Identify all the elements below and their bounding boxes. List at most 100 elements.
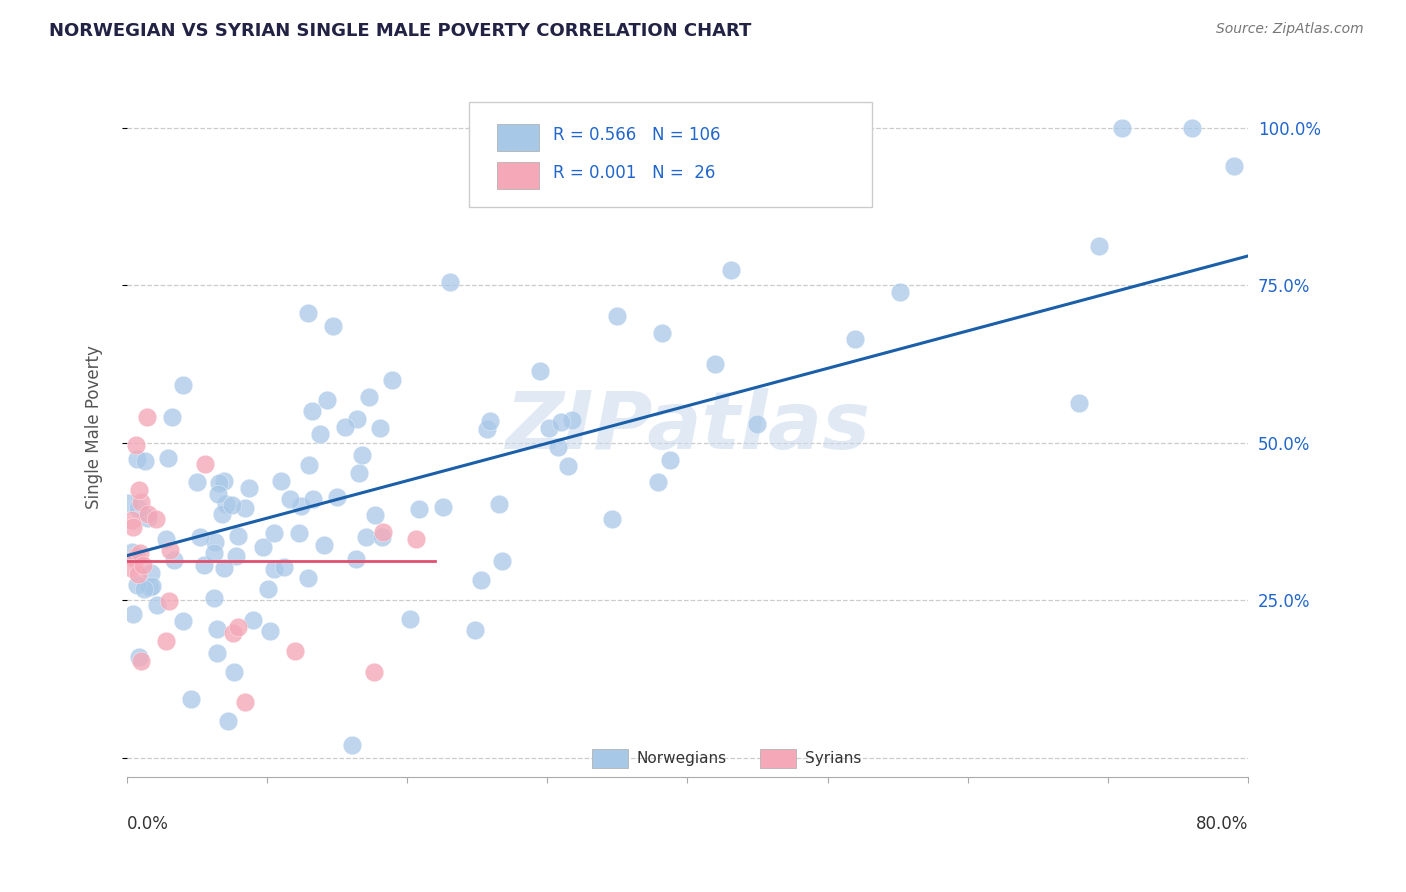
Point [273, 559, 295, 574]
Point [233, 695, 256, 709]
Point [128, 483, 150, 497]
Point [128, 650, 150, 665]
Point [302, 491, 325, 506]
Point [242, 613, 264, 627]
Point [212, 560, 235, 574]
Point [354, 530, 377, 544]
Point [172, 615, 194, 629]
Bar [592, 748, 628, 768]
Y-axis label: Single Male Poverty: Single Male Poverty [86, 345, 103, 509]
Point [364, 508, 387, 522]
Point [129, 494, 152, 508]
Point [316, 392, 339, 407]
Point [297, 571, 319, 585]
Point [350, 449, 373, 463]
Point [368, 421, 391, 435]
Text: 80.0%: 80.0% [1195, 815, 1249, 833]
Point [288, 526, 311, 541]
Point [263, 562, 285, 576]
Point [333, 420, 356, 434]
Point [651, 326, 673, 341]
Point [188, 530, 211, 544]
Text: 0.0%: 0.0% [127, 815, 169, 833]
Point [488, 497, 510, 511]
Point [136, 410, 159, 425]
Point [647, 475, 669, 489]
Point [155, 532, 177, 546]
Point [284, 643, 307, 657]
Point [221, 498, 243, 512]
Point [136, 510, 159, 524]
Point [408, 502, 430, 516]
Point [1181, 120, 1204, 135]
Point [205, 622, 228, 636]
Point [538, 421, 561, 435]
Point [889, 285, 911, 299]
Point [122, 607, 145, 622]
Point [346, 412, 368, 426]
Point [263, 525, 285, 540]
Point [479, 414, 502, 428]
Point [270, 474, 292, 488]
Point [162, 553, 184, 567]
Point [139, 566, 162, 581]
Point [363, 665, 385, 680]
Text: ZIPatlas: ZIPatlas [505, 388, 870, 466]
Point [561, 413, 583, 427]
Bar [496, 124, 540, 151]
Bar [761, 748, 796, 768]
Point [347, 466, 370, 480]
Point [211, 507, 233, 521]
Point [157, 593, 180, 607]
Point [128, 546, 150, 560]
Point [122, 519, 145, 533]
Point [405, 533, 427, 547]
Point [117, 496, 139, 510]
Point [121, 513, 143, 527]
Point [600, 511, 623, 525]
Point [131, 655, 153, 669]
Point [344, 552, 367, 566]
Point [659, 452, 682, 467]
Point [1088, 239, 1111, 253]
Point [141, 579, 163, 593]
Point [228, 620, 250, 634]
Point [215, 497, 238, 511]
Point [225, 549, 247, 563]
Point [146, 598, 169, 612]
Point [125, 451, 148, 466]
Point [204, 534, 226, 549]
Point [134, 454, 156, 468]
Point [180, 692, 202, 706]
Point [326, 490, 349, 504]
Point [127, 578, 149, 592]
Point [464, 623, 486, 637]
Point [159, 543, 181, 558]
Point [720, 263, 742, 277]
Point [322, 319, 344, 334]
Point [547, 440, 569, 454]
Point [439, 275, 461, 289]
Point [308, 427, 330, 442]
Point [193, 558, 215, 572]
Point [228, 529, 250, 543]
Point [136, 507, 159, 521]
Point [340, 738, 363, 752]
Point [432, 500, 454, 515]
Point [202, 591, 225, 606]
Text: R = 0.566   N = 106: R = 0.566 N = 106 [553, 127, 720, 145]
Point [704, 358, 727, 372]
Point [207, 486, 229, 500]
Text: Norwegians: Norwegians [637, 751, 727, 766]
Point [278, 491, 301, 506]
Point [124, 551, 146, 566]
Text: Syrians: Syrians [806, 751, 862, 766]
Point [238, 481, 260, 495]
Point [297, 306, 319, 320]
Point [224, 665, 246, 680]
Point [217, 714, 239, 729]
Point [139, 580, 162, 594]
Text: Source: ZipAtlas.com: Source: ZipAtlas.com [1216, 22, 1364, 37]
Point [132, 582, 155, 597]
Point [194, 457, 217, 471]
